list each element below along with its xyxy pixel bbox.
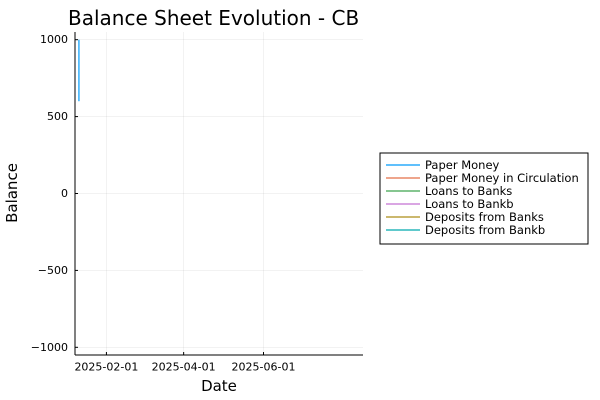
legend-label: Deposits from Bankb xyxy=(425,223,545,237)
chart-title: Balance Sheet Evolution - CB xyxy=(68,6,359,30)
x-ticks: 2025-02-01 2025-04-01 2025-06-01 xyxy=(74,352,295,374)
legend-label: Loans to Bankb xyxy=(425,197,514,211)
grid xyxy=(75,32,363,355)
y-tick-label: 1000 xyxy=(40,33,68,46)
y-tick-label: 500 xyxy=(47,110,68,123)
legend-box xyxy=(379,152,589,245)
y-axis-label: Balance xyxy=(3,163,21,223)
legend-label: Deposits from Banks xyxy=(425,210,544,224)
x-tick-label: 2025-02-01 xyxy=(74,361,138,374)
legend-label: Paper Money xyxy=(425,158,500,172)
x-tick-label: 2025-04-01 xyxy=(152,361,216,374)
y-tick-label: −500 xyxy=(38,264,68,277)
legend-label: Paper Money in Circulation xyxy=(425,171,579,185)
y-tick-label: −1000 xyxy=(31,341,68,354)
y-tick-label: 0 xyxy=(61,187,68,200)
legend-label: Loans to Banks xyxy=(425,184,512,198)
x-axis-label: Date xyxy=(201,377,237,395)
y-ticks: −1000 −500 0 500 1000 xyxy=(31,33,78,354)
x-tick-label: 2025-06-01 xyxy=(232,361,296,374)
